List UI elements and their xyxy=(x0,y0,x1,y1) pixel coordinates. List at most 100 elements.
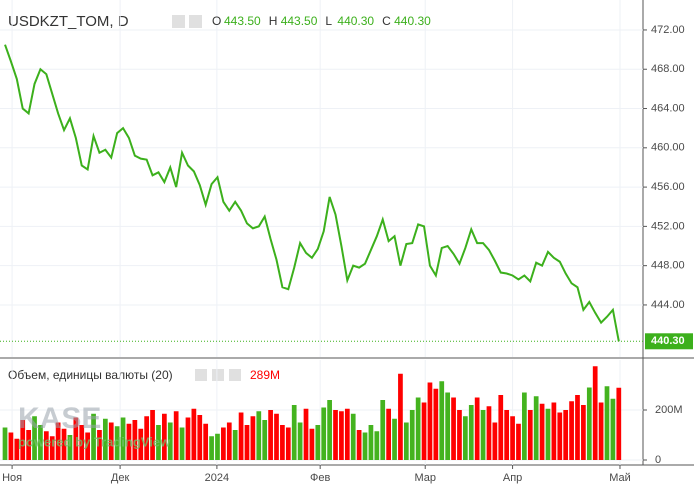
volume-bar xyxy=(285,427,291,460)
volume-bar xyxy=(522,392,527,460)
volume-bar xyxy=(457,410,462,460)
volume-bar xyxy=(132,420,138,460)
volume-bar xyxy=(586,387,592,460)
volume-bar xyxy=(362,432,368,460)
icon[interactable] xyxy=(229,369,241,381)
volume-bar xyxy=(344,408,350,460)
volume-bar xyxy=(14,438,20,460)
volume-bar xyxy=(167,422,173,460)
volume-bar xyxy=(421,402,427,460)
volume-bar xyxy=(126,423,132,460)
volume-bar xyxy=(386,408,391,460)
volume-bar xyxy=(462,416,468,460)
last-price-label: 440.30 xyxy=(651,335,685,347)
volume-bar xyxy=(468,405,474,460)
volume-bar xyxy=(327,400,332,460)
y-tick-label: 444.00 xyxy=(651,299,685,311)
icon[interactable] xyxy=(195,369,207,381)
y-tick-label: 472.00 xyxy=(651,24,685,36)
volume-bar xyxy=(32,416,37,460)
volume-bar xyxy=(256,411,262,460)
chart-title: USDKZT_TOM, D xyxy=(8,13,129,30)
volume-bar xyxy=(2,427,8,460)
volume-bar xyxy=(173,411,179,460)
volume-bar xyxy=(61,428,67,460)
y-tick-label: 0 xyxy=(655,454,661,466)
y-tick-label: 468.00 xyxy=(651,63,685,75)
volume-bar xyxy=(191,408,197,460)
volume-bar xyxy=(445,392,451,460)
volume-bar xyxy=(250,416,256,460)
volume-bar xyxy=(238,412,244,460)
volume-bar xyxy=(197,415,203,460)
ohlc-key: H xyxy=(269,14,278,28)
volume-bar xyxy=(492,422,498,460)
volume-bar xyxy=(504,410,510,460)
volume-bar xyxy=(392,418,397,460)
volume-bar xyxy=(67,435,73,460)
volume-bar xyxy=(215,433,220,460)
volume-bar xyxy=(616,387,622,460)
volume-bar xyxy=(102,418,108,460)
last-price-box xyxy=(645,333,693,350)
volume-bar xyxy=(138,428,144,460)
x-tick-label: Май xyxy=(609,472,631,484)
volume-bar xyxy=(185,417,191,460)
volume-bar xyxy=(480,410,486,460)
icon[interactable] xyxy=(189,15,202,28)
volume-bar xyxy=(97,430,102,460)
volume-bar xyxy=(108,422,114,460)
volume-bar xyxy=(203,423,209,460)
volume-bar xyxy=(339,411,344,460)
icon[interactable] xyxy=(172,15,185,28)
volume-bar xyxy=(403,422,409,460)
credit: powered by TradingView xyxy=(18,434,171,449)
volume-bar xyxy=(274,413,279,460)
volume-bar xyxy=(510,416,515,460)
y-tick-label: 456.00 xyxy=(651,181,685,193)
volume-bar xyxy=(533,396,539,460)
ohlc-key: L xyxy=(325,14,332,28)
volume-bar xyxy=(451,397,456,460)
volume-bar xyxy=(26,430,31,460)
volume-bar xyxy=(73,417,79,460)
volume-title: Объем, единицы валюты (20) xyxy=(8,368,173,382)
x-tick-label: Апр xyxy=(503,472,522,484)
volume-bar xyxy=(79,425,85,460)
watermark: KASE xyxy=(18,402,101,435)
volume-bar xyxy=(563,410,569,460)
volume-bar xyxy=(280,425,285,460)
volume-bar xyxy=(333,410,338,460)
x-tick-label: Ноя xyxy=(2,472,22,484)
volume-bar xyxy=(598,402,604,460)
x-tick-label: Фев xyxy=(310,472,330,484)
ohlc-value: 440.30 xyxy=(394,14,431,28)
volume-bar xyxy=(156,425,161,460)
y-tick-label: 452.00 xyxy=(651,220,685,232)
volume-bar xyxy=(315,425,321,460)
icon[interactable] xyxy=(212,369,224,381)
volume-bar xyxy=(433,388,439,460)
ohlc-key: O xyxy=(212,14,221,28)
price-line xyxy=(4,44,620,342)
volume-bar xyxy=(114,426,120,460)
volume-bar xyxy=(221,427,226,460)
volume-bar xyxy=(374,431,380,460)
volume-bar xyxy=(592,366,598,460)
volume-bar xyxy=(8,432,14,460)
volume-bar xyxy=(150,410,155,460)
volume-bar xyxy=(368,425,374,460)
volume-bar xyxy=(350,413,356,460)
volume-bar xyxy=(162,413,167,460)
volume-bar xyxy=(309,428,315,460)
x-tick-label: Дек xyxy=(111,472,130,484)
volume-bar xyxy=(427,382,433,460)
volume-bar xyxy=(226,422,232,460)
volume-bar xyxy=(179,427,185,460)
volume-bar xyxy=(244,425,250,460)
x-tick-label: Мар xyxy=(414,472,436,484)
volume-bar xyxy=(85,432,91,460)
volume-bar xyxy=(297,422,303,460)
volume-bar xyxy=(486,406,492,460)
